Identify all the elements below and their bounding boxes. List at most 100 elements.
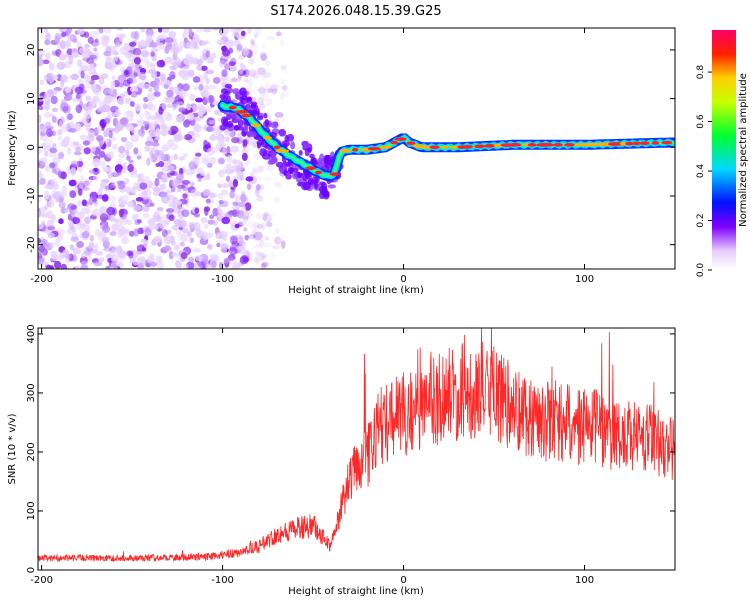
spectrogram-noise-blob (269, 84, 279, 92)
spectrogram-cluster-blob (250, 101, 258, 106)
spectrogram-noise-blob (156, 207, 164, 212)
colorbar-ticks: 0.0 0.2 0.4 0.6 0.8 (696, 65, 712, 277)
spectrogram-noise-blob (68, 179, 77, 187)
spectrogram-noise-blob (260, 222, 267, 231)
spectrogram-noise-blob (94, 250, 104, 256)
spectrogram-noise-blob (81, 231, 90, 239)
spectrogram-noise-blob (171, 251, 178, 258)
spectrogram-noise-blob (268, 213, 275, 222)
spectrogram-noise-blob (143, 120, 149, 125)
spectrogram-noise-blob (150, 47, 159, 53)
spectrogram-noise-blob (176, 114, 186, 120)
spectrogram-noise-blob (88, 241, 95, 249)
spectrogram-noise-blob (61, 126, 68, 133)
spectrogram-noise-blob (57, 61, 62, 69)
spectrogram-noise-blob (205, 106, 212, 113)
spectrogram-noise-blob (69, 244, 75, 251)
spectrogram-noise-blob (206, 56, 214, 64)
spectrogram-noise-blob (50, 250, 58, 260)
spectrogram-noise-blob (38, 159, 42, 166)
spectrogram-noise-blob (208, 120, 216, 125)
spectrogram-noise-blob (218, 59, 226, 68)
spectrogram-cluster-blob (273, 121, 279, 127)
spectrogram-cluster-blob (318, 181, 326, 186)
spectrogram-noise-blob (116, 28, 123, 31)
spectrogram-noise-blob (217, 209, 224, 214)
spectrogram-noise-blob (62, 105, 69, 114)
spectrogram-noise-blob (259, 92, 266, 97)
spectrogram-noise-blob (126, 219, 133, 226)
spectrogram-noise-blob (80, 264, 89, 269)
spectrogram-noise-blob (238, 236, 244, 245)
spectrogram-cluster-blob (278, 128, 286, 137)
spectrogram-noise-blob (266, 87, 274, 93)
spectrogram-noise-blob (67, 227, 77, 235)
spectrogram-noise-blob (274, 181, 282, 188)
spectrogram-noise-blob (48, 62, 55, 71)
ridge-peak (450, 145, 459, 150)
spectrogram-noise-blob (200, 65, 208, 71)
spectrogram-noise-blob (255, 251, 261, 257)
spectrogram-noise-blob (98, 257, 105, 263)
spectrogram-noise-blob (238, 69, 243, 75)
spectrogram-noise-blob (263, 211, 270, 217)
spectrogram-noise-blob (87, 129, 95, 139)
spectrogram-noise-blob (43, 28, 49, 33)
spectrogram-noise-blob (67, 213, 72, 221)
spectrogram-noise-blob (209, 135, 215, 141)
spectrogram-noise-blob (88, 175, 97, 181)
spectrogram-noise-blob (180, 251, 188, 260)
spectrogram-noise-blob (196, 28, 204, 33)
spectrogram-noise-blob (138, 173, 144, 181)
spectrogram-noise-blob (231, 137, 240, 144)
spectrogram-noise-blob (111, 75, 116, 80)
spectrogram-noise-blob (216, 239, 225, 245)
spectrogram-noise-blob (61, 31, 67, 38)
spectrogram-noise-blob (154, 128, 161, 136)
spectrogram-noise-blob (164, 229, 172, 235)
spectrogram-noise-blob (128, 230, 135, 237)
spectrogram-noise-blob (111, 172, 120, 177)
ridge-peak (575, 143, 583, 147)
spectrogram-noise-blob (254, 255, 259, 261)
spectrogram-noise-blob (261, 263, 267, 269)
spectrogram-noise-blob (137, 192, 146, 198)
spectrogram-noise-blob (118, 208, 125, 218)
spectrogram-cluster-blob (298, 150, 303, 156)
spectrogram-noise-blob (153, 91, 161, 98)
spectrogram-noise-blob (62, 123, 71, 131)
spectrogram-noise-blob (203, 223, 209, 229)
spectrogram-noise-blob (99, 213, 109, 222)
spectrogram-noise-blob (265, 60, 271, 66)
spectrogram-noise-blob (210, 260, 217, 268)
spectrogram-noise-blob (93, 47, 98, 52)
spectrogram-noise-blob (117, 169, 122, 176)
spectrogram-noise-blob (125, 186, 132, 194)
spectrogram-noise-blob (45, 164, 51, 173)
spectrogram-noise-blob (209, 214, 215, 220)
snr-x-tick-label: 100 (575, 575, 594, 586)
spectrogram-noise-blob (149, 115, 158, 120)
spectrogram-noise-blob (54, 238, 61, 247)
spectrogram-noise-blob (172, 85, 180, 94)
spectrogram-noise-blob (180, 233, 188, 242)
spectrogram-cluster-blob (310, 178, 315, 185)
spectrogram-noise-blob (218, 158, 225, 165)
snr-y-tick-label: 100 (26, 501, 37, 520)
spectrogram-noise-blob (175, 101, 185, 109)
spectrogram-noise-blob (48, 183, 57, 189)
spectrogram-noise-blob (124, 70, 129, 76)
spectrogram-noise-blob (48, 152, 58, 158)
spectrogram-noise-blob (195, 254, 203, 262)
spectrogram-noise-blob (59, 141, 66, 147)
spectrogram-noise-blob (133, 147, 139, 155)
spectrogram-noise-blob (175, 173, 185, 181)
spectrogram-noise-blob (218, 136, 225, 145)
spectrogram-noise-blob (241, 47, 250, 56)
spectrogram-noise-blob (60, 171, 67, 180)
spectrogram-x-tick-label: -100 (211, 274, 234, 285)
spectrogram-noise-blob (252, 73, 260, 79)
spectrogram-noise-blob (132, 47, 142, 56)
spectrogram-noise-blob (251, 230, 257, 239)
